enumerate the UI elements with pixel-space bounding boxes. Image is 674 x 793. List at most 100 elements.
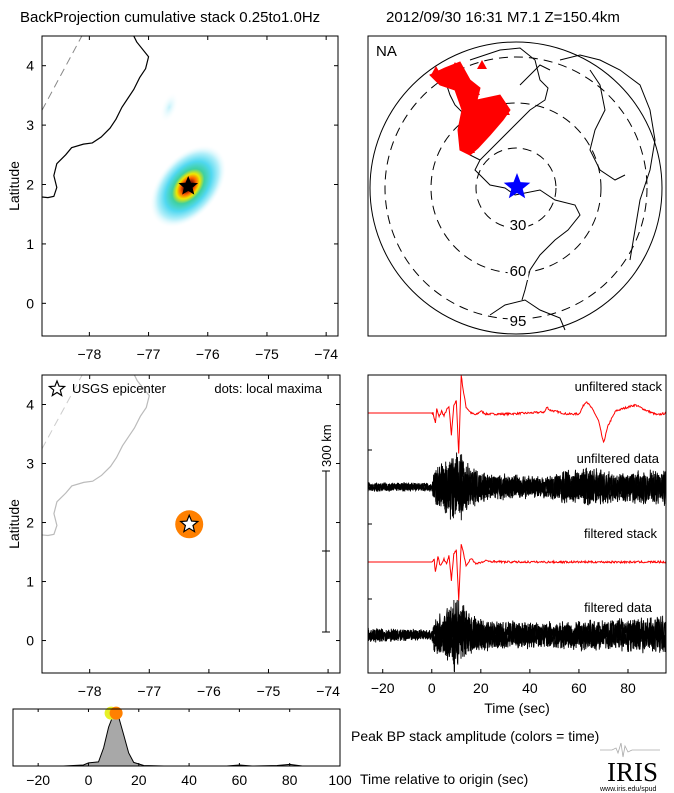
coastline	[42, 36, 150, 199]
x-tick-label: −76	[196, 346, 220, 362]
x-tick-label: 80	[282, 772, 298, 788]
ring-label-60: 60	[510, 263, 527, 280]
axes: −20 0 20 40 60 80	[371, 669, 636, 696]
map-frame	[367, 35, 667, 337]
ring-label-bg	[507, 217, 529, 234]
stack-heatmap	[149, 92, 227, 228]
x-tick-label: 20	[473, 680, 489, 696]
y-tick-label: 1	[26, 574, 34, 590]
station-triangle-icon	[500, 106, 510, 115]
x-tick-label: −74	[316, 683, 340, 699]
y-tick-label: 2	[26, 177, 34, 193]
waveform-traces	[368, 375, 666, 673]
ring-label-30: 30	[510, 217, 527, 234]
x-tick-label: 80	[620, 680, 636, 696]
x-tick-label: −76	[197, 683, 221, 699]
epicenter-star-icon	[178, 175, 199, 195]
station-triangle-icon	[450, 62, 460, 71]
world-map	[369, 41, 663, 335]
peak-dot	[109, 706, 123, 720]
amplitude-curve	[13, 713, 340, 767]
x-tick-label: −20	[26, 772, 50, 788]
station-triangle-icon	[477, 60, 487, 69]
x-tick-label: −77	[137, 346, 161, 362]
axes: −78 −77 −76 −75 −74 0 1 2 3 4	[26, 36, 338, 362]
ring-label-bg	[507, 263, 529, 280]
x-tick-label: 0	[85, 772, 93, 788]
coastline-path	[589, 69, 626, 181]
epicenter-star-icon	[179, 513, 200, 533]
data-trace	[368, 599, 666, 665]
legend-epicenter: USGS epicenter	[72, 381, 167, 396]
trace-label-unfiltered-data: unfiltered data	[577, 451, 660, 466]
y-tick-label: 1	[26, 236, 34, 252]
x-tick-label: 40	[181, 772, 197, 788]
plot-frame	[12, 708, 341, 767]
y-tick-label: 4	[26, 397, 34, 413]
ring-label-bg	[507, 313, 529, 330]
station-map-panel: NA 30 60 95	[367, 35, 667, 337]
x-tick-label: 100	[328, 772, 352, 788]
station-triangle-icon	[465, 102, 475, 111]
y-axis-label: Latitude	[6, 161, 22, 211]
data-trace	[368, 452, 666, 519]
network-label: NA	[376, 43, 397, 60]
cumulative-stack-panel: −78 −77 −76 −75 −74 0 1 2 3 4 Latitude	[6, 35, 339, 362]
y-tick-label: 3	[26, 456, 34, 472]
logo-url: www.iris.edu/spud	[599, 786, 657, 793]
coastline-path	[489, 299, 566, 331]
scale-bar-label: 300 km	[319, 424, 334, 467]
traces-panel: −20 0 20 40 60 80 unfiltered stack unfiltered…	[367, 374, 667, 716]
x-axis-label: Time relative to origin (sec)	[360, 771, 528, 787]
distance-ring	[430, 102, 602, 274]
plot-frame	[41, 35, 339, 337]
legend-dots: dots: local maxima	[214, 381, 322, 396]
x-tick-label: 20	[131, 772, 147, 788]
y-tick-label: 2	[26, 515, 34, 531]
x-tick-label: −75	[257, 683, 281, 699]
x-tick-label: 40	[522, 680, 538, 696]
iris-logo: IRIS www.iris.edu/spud	[599, 742, 660, 793]
peak-amplitude-panel: −20 0 20 40 60 80 100 Peak BP stack amplitude …	[12, 706, 599, 788]
trench-line	[42, 375, 83, 450]
coastline-path	[519, 64, 551, 86]
plot-frame	[41, 374, 341, 674]
axes: −20 0 20 40 60 80 100	[26, 709, 352, 788]
x-tick-label: −75	[255, 346, 279, 362]
x-tick-label: −74	[314, 346, 338, 362]
legend-star-icon	[47, 379, 67, 397]
station-triangle-icon	[431, 66, 441, 75]
epicenter-star-icon	[178, 175, 199, 195]
x-tick-label: 0	[428, 680, 436, 696]
x-tick-label: 60	[232, 772, 248, 788]
axes: −78 −77 −76 −75 −74 0 1 2 3 4	[26, 375, 340, 699]
scale-bar: 300 km	[319, 424, 334, 633]
x-tick-label: −78	[77, 346, 101, 362]
coastline-path	[42, 36, 150, 199]
map-horizon	[369, 41, 663, 335]
trace-label-unfiltered-stack: unfiltered stack	[575, 379, 663, 394]
epicenter-star-icon	[503, 173, 531, 199]
x-tick-label: −77	[137, 683, 161, 699]
logo-text: IRIS	[607, 757, 658, 787]
star-icon	[47, 379, 67, 397]
y-axis-label: Latitude	[6, 499, 22, 549]
x-tick-label: −20	[371, 680, 395, 696]
peak-amplitude-title: Peak BP stack amplitude (colors = time)	[351, 728, 599, 744]
x-tick-label: 60	[571, 680, 587, 696]
local-maxima-dots	[175, 510, 204, 539]
event-info: 2012/09/30 16:31 M7.1 Z=150.4km	[386, 9, 620, 26]
ring-label-95: 95	[510, 313, 527, 330]
trace-label-filtered-data: filtered data	[584, 600, 653, 615]
figure-title: BackProjection cumulative stack 0.25to1.…	[20, 9, 320, 26]
x-axis-label: Time (sec)	[484, 700, 550, 716]
y-tick-label: 4	[26, 58, 34, 74]
distance-ring	[384, 56, 648, 320]
stack-minor-maximum	[159, 92, 179, 123]
y-tick-label: 3	[26, 117, 34, 133]
station-triangle-icon	[465, 144, 475, 153]
stack-trace	[368, 544, 666, 601]
amplitude-area	[13, 706, 340, 767]
y-tick-label: 0	[26, 633, 34, 649]
